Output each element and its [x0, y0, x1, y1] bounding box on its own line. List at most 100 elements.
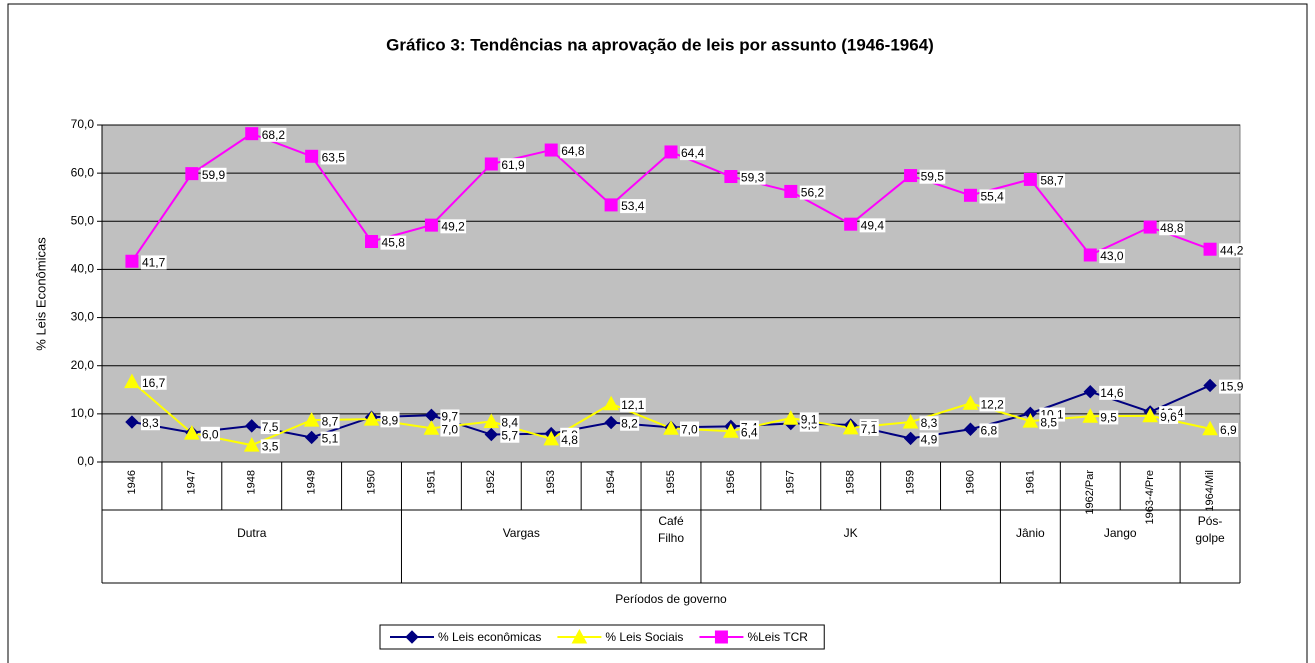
data-label: 56,2 — [801, 186, 825, 200]
data-label: 14,6 — [1100, 386, 1124, 400]
data-label: 59,3 — [741, 171, 765, 185]
data-label-bg — [260, 420, 280, 435]
data-label-bg — [919, 432, 939, 447]
legend: % Leis econômicas % Leis Sociais %Leis TCR — [379, 624, 825, 650]
data-point — [844, 217, 858, 231]
x-tick-label: 1950 — [365, 470, 377, 494]
x-tick-label: 1949 — [306, 470, 318, 494]
data-label-bg — [1159, 221, 1185, 236]
data-label-bg — [739, 425, 759, 440]
data-point — [603, 395, 619, 411]
x-tick-label: 1957 — [785, 470, 797, 494]
data-label-bg — [440, 409, 460, 424]
x-tick-label: 1956 — [725, 470, 737, 494]
data-label: 61,9 — [501, 158, 525, 172]
plot-area — [101, 124, 1241, 463]
x-tick-label: 1958 — [845, 470, 857, 494]
data-point — [125, 415, 139, 429]
group-label: Jânio — [1016, 526, 1045, 540]
data-point — [904, 169, 918, 183]
data-point — [125, 254, 139, 268]
x-tick-label: 1948 — [246, 470, 258, 494]
x-tick-label: 1961 — [1024, 470, 1036, 494]
data-label: 8,9 — [382, 413, 399, 427]
data-label: 12,1 — [621, 398, 645, 412]
data-label-bg — [320, 414, 340, 429]
group-label: Café Filho — [657, 514, 684, 545]
data-point — [784, 184, 798, 198]
data-label: 59,9 — [202, 168, 226, 182]
data-label-bg — [560, 144, 586, 159]
data-label-bg — [1099, 385, 1125, 400]
data-point — [424, 218, 438, 232]
x-tick-label: 1953 — [545, 470, 557, 494]
data-label: 9,6 — [1160, 410, 1177, 424]
x-tick-label: 1947 — [186, 470, 198, 494]
data-point — [1203, 378, 1217, 393]
x-tick-label: 1959 — [904, 470, 916, 494]
data-label-bg — [1039, 173, 1066, 188]
data-label: 8,4 — [501, 416, 518, 430]
data-label-bg — [260, 439, 280, 454]
data-label-bg — [979, 423, 999, 438]
data-label: 41,7 — [142, 255, 166, 269]
legend-marker — [405, 630, 419, 644]
x-tick-label: 1960 — [964, 470, 976, 494]
data-label-bg — [620, 416, 640, 431]
data-label: 44,2 — [1220, 243, 1244, 257]
data-label-bg — [1219, 422, 1239, 437]
data-point — [723, 423, 739, 438]
data-label: 45,8 — [382, 236, 406, 250]
data-point — [1142, 407, 1158, 423]
data-label-bg — [680, 422, 700, 437]
data-label: 8,5 — [1040, 415, 1057, 429]
data-label-bg — [380, 235, 407, 250]
group-label: Pós-golpe — [1195, 514, 1225, 545]
data-label-bg — [260, 127, 287, 142]
data-label-bg — [979, 189, 1006, 204]
data-label-bg — [380, 413, 400, 428]
x-tick-label: 1954 — [605, 470, 617, 494]
chart-title: Gráfico 3: Tendências na aprovação de le… — [386, 35, 934, 54]
data-point — [1202, 420, 1218, 436]
y-tick-label: 40,0 — [71, 262, 95, 276]
x-tick-label: 1964/Mil — [1204, 470, 1216, 512]
data-label: 64,8 — [561, 144, 585, 158]
data-point — [245, 419, 259, 433]
data-label: 49,4 — [861, 218, 885, 232]
data-point — [245, 127, 259, 141]
data-point — [604, 198, 618, 212]
y-tick-label: 50,0 — [71, 213, 95, 227]
data-label-bg — [1219, 379, 1245, 394]
legend-label: % Leis econômicas — [438, 630, 541, 644]
group-label: Jango — [1103, 526, 1137, 540]
data-label: 8,3 — [142, 416, 159, 430]
data-label: 7,5 — [262, 420, 279, 434]
data-label: 12,2 — [980, 397, 1004, 411]
legend-marker — [714, 630, 728, 644]
data-point — [483, 413, 500, 429]
legend-marker — [571, 628, 588, 644]
data-label-bg — [859, 421, 879, 436]
data-point — [365, 235, 379, 249]
data-label-bg — [320, 431, 340, 446]
data-point — [724, 170, 738, 184]
legend-box — [379, 624, 825, 650]
data-label: 9,1 — [801, 412, 818, 426]
data-point — [484, 157, 498, 171]
data-label-bg — [1039, 415, 1059, 430]
data-label-bg — [500, 158, 526, 173]
data-point — [963, 188, 977, 202]
data-label: 43,0 — [1100, 249, 1124, 263]
group-label: JK — [843, 526, 858, 540]
data-label-bg — [680, 146, 706, 161]
data-label: 4,8 — [561, 433, 578, 447]
data-point — [842, 419, 859, 435]
data-label-bg — [320, 150, 347, 165]
data-label: 55,4 — [980, 189, 1004, 203]
data-label: 6,0 — [202, 427, 219, 441]
data-label: 59,5 — [921, 170, 945, 184]
y-axis-title: % Leis Econômicas — [33, 237, 48, 351]
y-tick-label: 60,0 — [71, 165, 95, 179]
